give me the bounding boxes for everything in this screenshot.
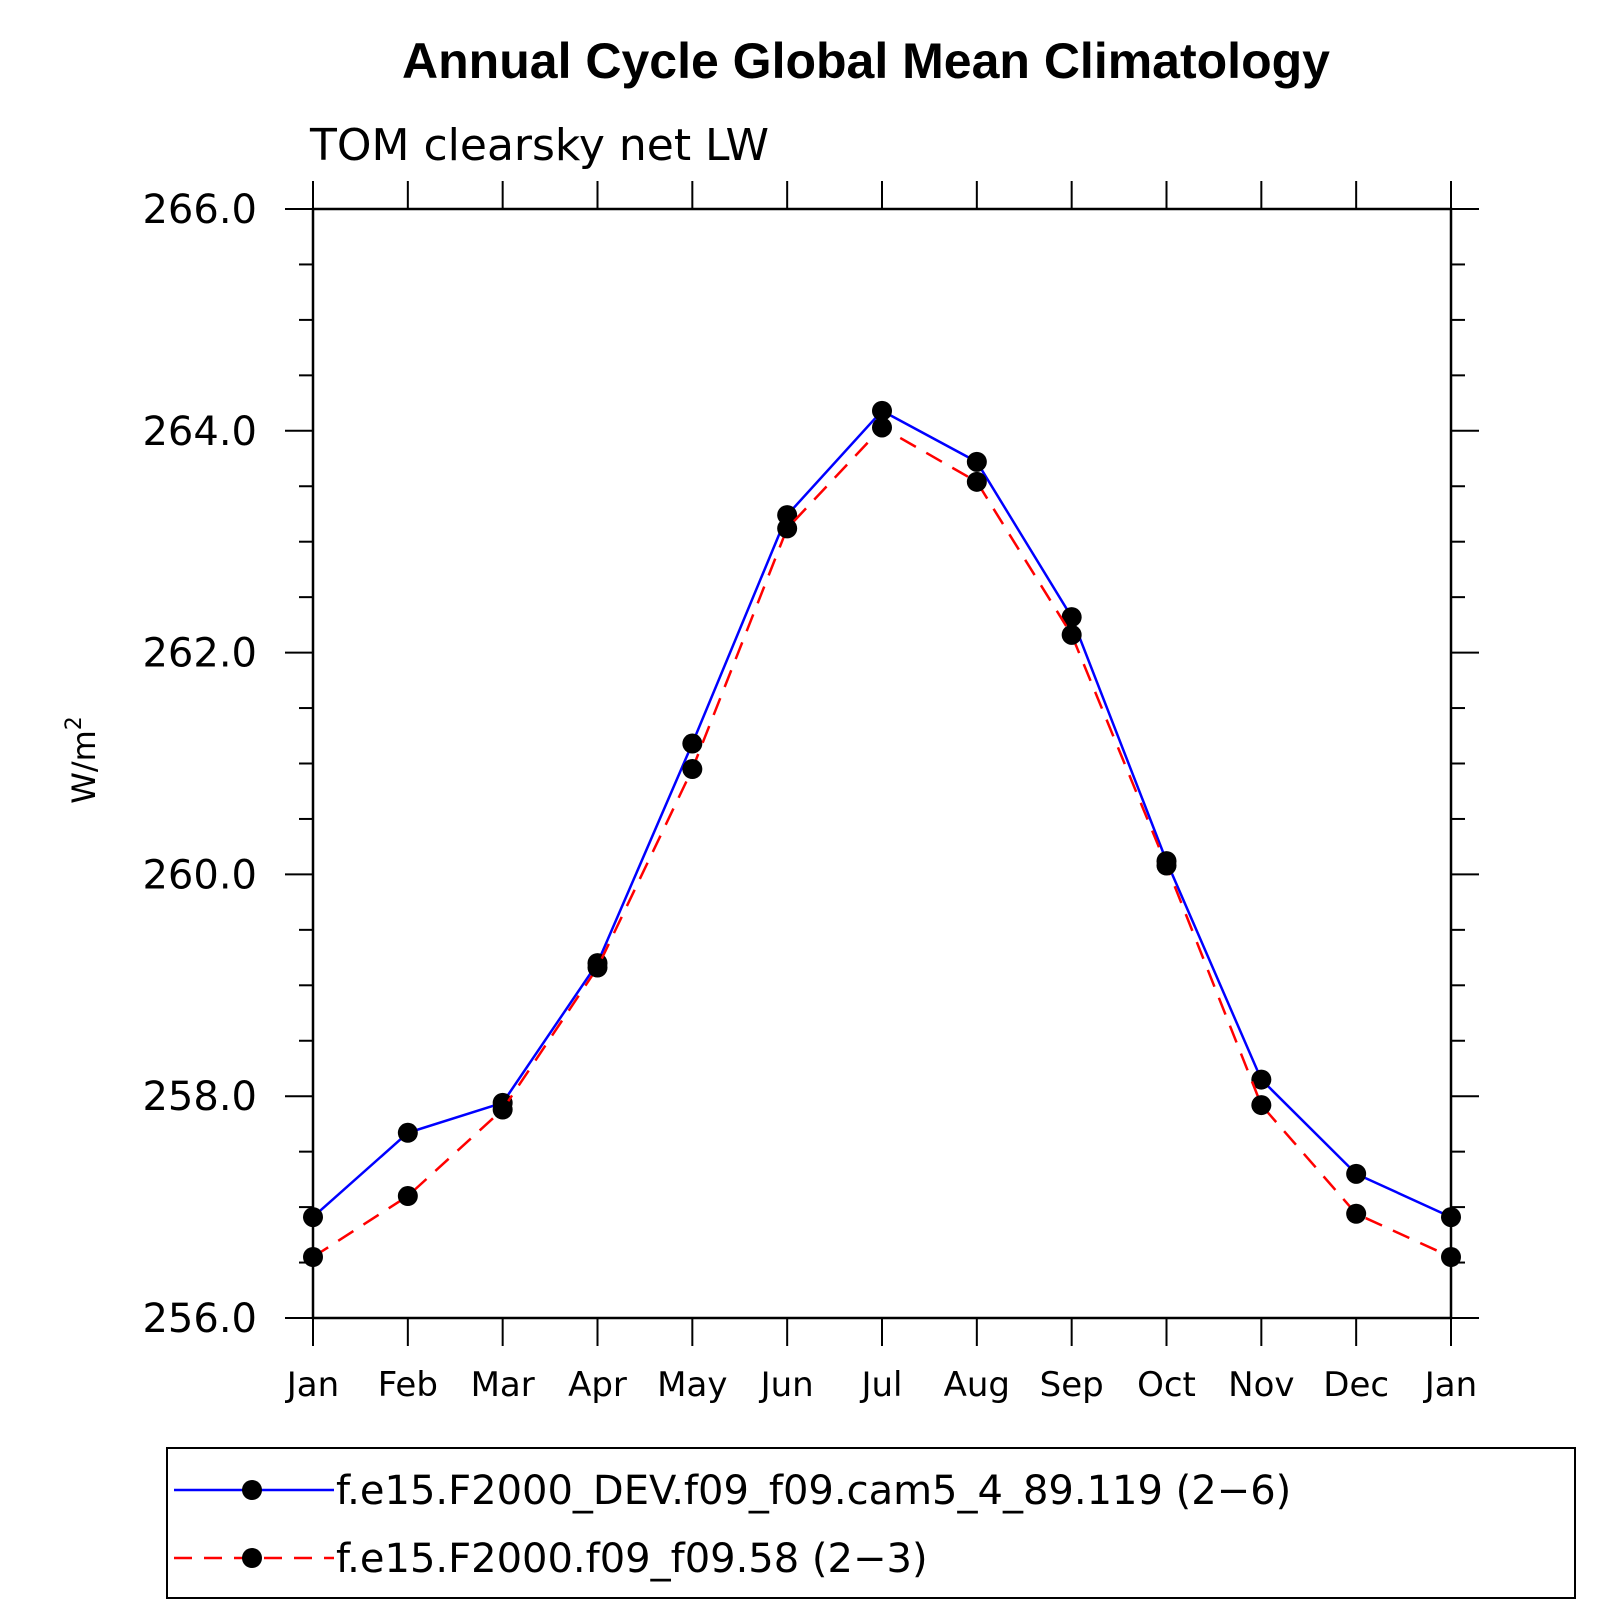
data-point — [1061, 624, 1082, 645]
x-tick-label: Jul — [859, 1365, 902, 1405]
y-tick-label: 262.0 — [142, 631, 257, 677]
legend-item-1: f.e15.F2000_DEV.f09_f09.cam5_4_89.119 (2… — [174, 1468, 1291, 1514]
data-point — [303, 1207, 323, 1228]
x-tick-label: Apr — [568, 1365, 627, 1405]
data-point — [1441, 1207, 1461, 1228]
y-axis-label: W/m2 — [62, 716, 103, 804]
series-line-2 — [312, 425, 1452, 1259]
x-tick-label: Sep — [1040, 1365, 1104, 1405]
x-tick-label: Oct — [1137, 1365, 1196, 1405]
x-tick-label: Jan — [1423, 1365, 1477, 1405]
data-point — [966, 471, 987, 492]
x-tick-label: Jun — [759, 1365, 814, 1405]
chart-title: Annual Cycle Global Mean Climatology — [402, 33, 1330, 89]
x-tick-label: Mar — [471, 1365, 535, 1405]
legend-item-2: f.e15.F2000.f09_f09.58 (2−3) — [174, 1536, 928, 1582]
y-tick-label: 264.0 — [142, 409, 257, 455]
data-point — [1061, 607, 1082, 628]
data-point — [397, 1186, 418, 1207]
data-point — [1251, 1095, 1272, 1116]
data-point — [1346, 1163, 1367, 1184]
data-point — [777, 518, 798, 539]
y-tick-label: 258.0 — [142, 1074, 257, 1120]
x-tick-label: Aug — [944, 1365, 1010, 1405]
legend-label-1: f.e15.F2000_DEV.f09_f09.cam5_4_89.119 (2… — [336, 1468, 1291, 1514]
y-tick-label: 260.0 — [142, 852, 257, 898]
data-point — [492, 1099, 513, 1120]
plot-area — [303, 400, 1461, 1268]
data-point — [1251, 1069, 1272, 1090]
data-point — [872, 400, 892, 421]
series-line-1 — [312, 409, 1452, 1219]
x-tick-label: Dec — [1323, 1365, 1389, 1405]
legend-marker-1 — [242, 1480, 262, 1500]
x-tick-label: Jan — [285, 1365, 339, 1405]
legend: f.e15.F2000_DEV.f09_f09.cam5_4_89.119 (2… — [166, 1447, 1576, 1599]
legend-marker-2 — [242, 1548, 262, 1568]
y-tick-label: 266.0 — [142, 187, 257, 233]
x-tick-label: Nov — [1228, 1365, 1294, 1405]
legend-label-2: f.e15.F2000.f09_f09.58 (2−3) — [336, 1536, 928, 1582]
data-point — [1441, 1247, 1461, 1268]
chart-subtitle: TOM clearsky net LW — [309, 120, 769, 171]
data-point — [966, 451, 987, 472]
y-tick-label: 256.0 — [142, 1296, 257, 1342]
axes: 256.0 258.0 260.0 262.0 264.0 266.0 Jan Feb Mar A… — [142, 181, 1479, 1405]
data-point — [682, 759, 703, 780]
x-tick-label: May — [657, 1365, 727, 1405]
data-point — [303, 1247, 323, 1268]
data-point — [872, 417, 892, 438]
data-point — [1346, 1203, 1367, 1224]
data-point — [1156, 855, 1177, 876]
data-point — [587, 957, 608, 978]
x-tick-label: Feb — [378, 1365, 438, 1405]
data-point — [397, 1122, 418, 1143]
data-point — [682, 733, 703, 754]
plot-frame — [311, 207, 1453, 1320]
legend-box — [166, 1447, 1576, 1599]
